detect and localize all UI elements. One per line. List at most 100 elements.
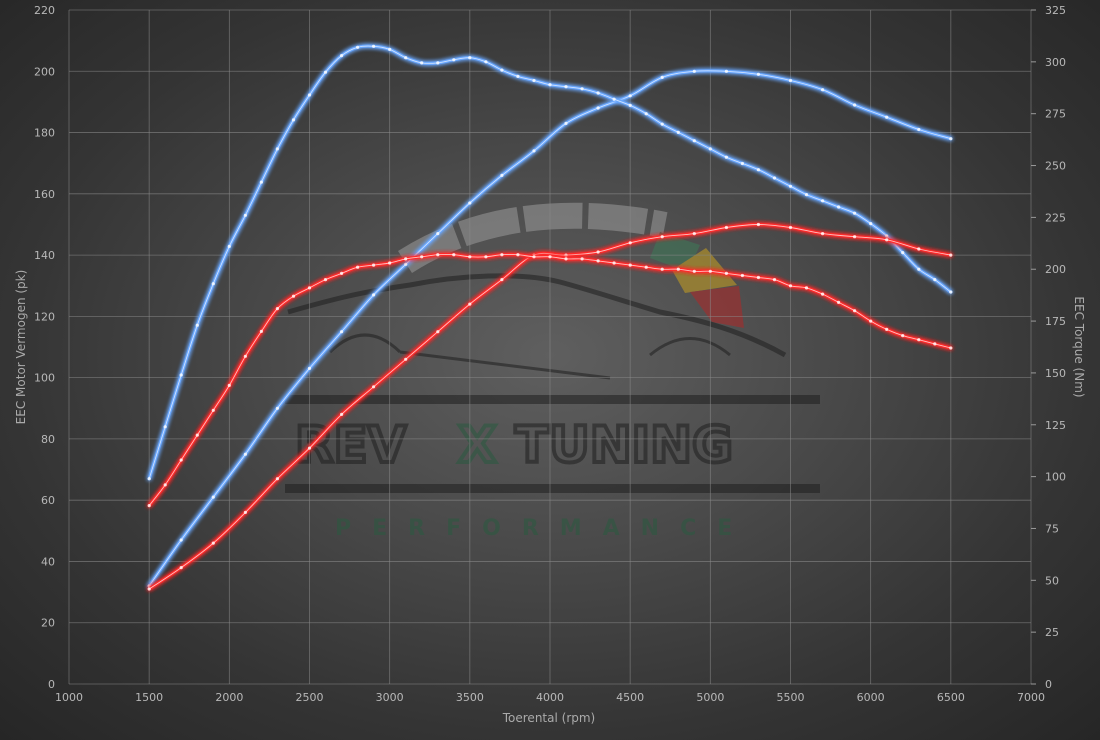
data-point [628, 241, 632, 245]
x-tick-label: 3500 [456, 691, 484, 704]
data-point [275, 406, 279, 410]
x-tick-label: 4500 [616, 691, 644, 704]
data-point [452, 253, 456, 257]
data-point [484, 60, 488, 64]
data-point [404, 56, 408, 60]
series-line-core [148, 224, 952, 590]
data-point [372, 263, 376, 267]
data-point [420, 255, 424, 259]
data-point [404, 357, 408, 361]
data-point [580, 87, 584, 91]
data-point [628, 103, 632, 107]
data-point [340, 54, 344, 58]
data-point [788, 78, 793, 83]
data-point [580, 257, 584, 261]
data-point [468, 201, 472, 205]
data-point [917, 338, 921, 342]
data-point [211, 282, 215, 286]
y-right-tick-label: 200 [1045, 263, 1066, 276]
data-point [756, 72, 761, 76]
data-point [147, 477, 151, 481]
y-left-tick-label: 140 [34, 249, 55, 262]
data-point [500, 68, 504, 72]
data-point [837, 205, 841, 209]
data-point [612, 97, 616, 101]
data-point [740, 161, 745, 166]
data-point [724, 225, 729, 230]
data-point [307, 93, 312, 97]
data-point [949, 290, 953, 294]
data-point [532, 255, 536, 259]
x-tick-label: 4000 [536, 691, 564, 704]
x-tick-label: 6000 [857, 691, 885, 704]
x-axis-title: Toerental (rpm) [502, 711, 595, 725]
data-point [901, 334, 905, 338]
series-tuned-right [147, 44, 953, 481]
y-right-tick-label: 325 [1045, 4, 1066, 17]
data-point [676, 130, 680, 134]
data-point [468, 56, 472, 60]
data-point [724, 155, 729, 159]
data-point [388, 47, 392, 52]
data-point [660, 122, 664, 126]
data-point [179, 538, 183, 542]
y-left-tick-label: 180 [34, 127, 55, 140]
data-point [885, 238, 889, 242]
data-point [692, 269, 696, 273]
data-point [644, 112, 648, 116]
y-right-tick-label: 0 [1045, 678, 1052, 691]
data-point [821, 199, 825, 203]
x-tick-label: 1500 [135, 691, 163, 704]
y-right-tick-label: 300 [1045, 56, 1066, 69]
data-point [436, 61, 440, 65]
data-point [243, 452, 247, 456]
data-point [804, 193, 809, 197]
data-point [564, 121, 568, 125]
data-point [628, 94, 632, 98]
data-point [853, 211, 857, 215]
data-point [692, 69, 696, 73]
y-left-tick-label: 40 [41, 555, 55, 568]
data-point [756, 168, 761, 172]
y-right-tick-label: 225 [1045, 211, 1066, 224]
x-tick-label: 3000 [376, 691, 404, 704]
data-point [596, 91, 600, 95]
data-point [917, 267, 921, 271]
series-tuned-left [147, 69, 953, 588]
y-left-tick-label: 160 [34, 188, 55, 201]
data-point [307, 446, 312, 450]
data-point [885, 115, 889, 119]
data-point [692, 232, 696, 236]
data-point [756, 275, 761, 280]
data-point [227, 244, 231, 248]
y-right-tick-label: 275 [1045, 108, 1066, 121]
car-wheel-front [328, 333, 402, 354]
logo-bar-bottom [285, 484, 820, 493]
data-point [660, 75, 664, 79]
data-point [291, 118, 296, 122]
car-sill [399, 350, 611, 380]
data-point [500, 253, 504, 257]
data-point [372, 293, 376, 297]
data-point [724, 69, 729, 73]
data-point [788, 184, 793, 188]
data-point [821, 292, 825, 296]
data-point [291, 294, 296, 298]
data-point [788, 284, 793, 288]
data-point [949, 346, 953, 350]
data-point [708, 269, 712, 273]
x-tick-label: 2500 [296, 691, 324, 704]
x-tick-label: 6500 [937, 691, 965, 704]
data-point [853, 309, 857, 313]
x-tick-label: 1000 [55, 691, 83, 704]
data-point [259, 329, 263, 333]
y-left-axis-title: EEC Motor Vermogen (pk) [14, 270, 28, 425]
data-point [869, 319, 873, 323]
logo-bar-top [285, 395, 820, 404]
y-right-tick-label: 75 [1045, 522, 1059, 535]
y-left-tick-label: 120 [34, 310, 55, 323]
data-point [163, 483, 167, 487]
data-point [612, 261, 616, 265]
x-tick-label: 5500 [777, 691, 805, 704]
